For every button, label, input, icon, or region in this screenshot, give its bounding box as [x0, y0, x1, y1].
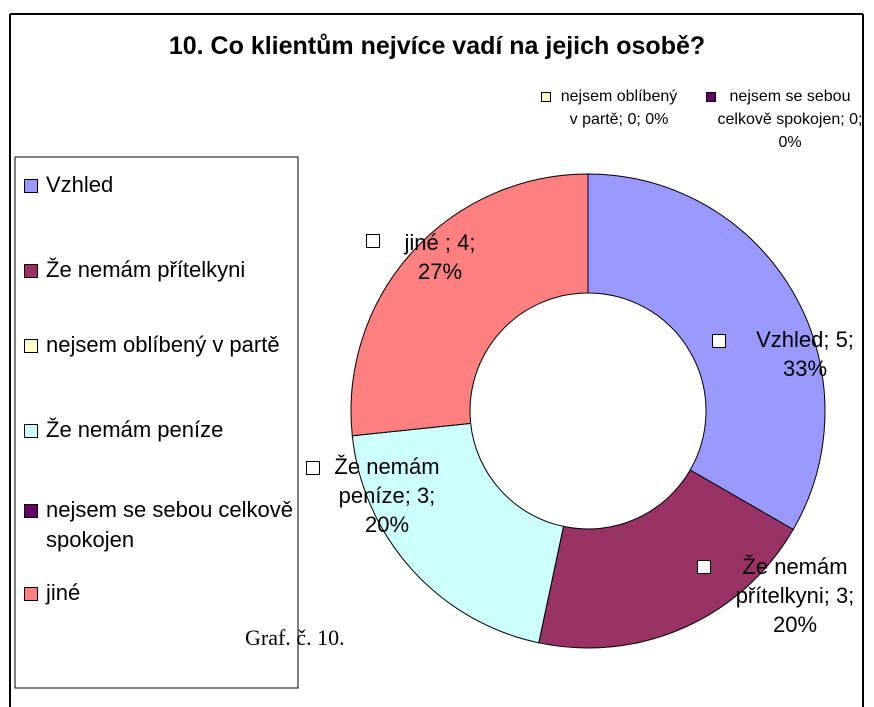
legend-swatch	[24, 339, 38, 353]
legend-item: Že nemám přítelkyni	[24, 255, 316, 285]
data-label-key	[697, 560, 711, 574]
data-label-key	[541, 92, 551, 102]
donut-segment	[538, 469, 794, 649]
data-label-key	[706, 92, 716, 102]
caption: Graf. č. 10.	[245, 625, 345, 650]
legend-swatch	[24, 504, 38, 518]
legend-item: nejsem se sebou celkově spokojen	[24, 495, 316, 555]
data-label: nejsem se sebou celkově spokojen; 0; 0%	[717, 88, 863, 151]
data-label: Že nemám přítelkyni; 3; 20%	[735, 554, 855, 637]
legend-swatch	[24, 179, 38, 193]
data-label: nejsem oblíbený v partě; 0; 0%	[560, 88, 678, 128]
legend-item: jiné	[24, 578, 316, 608]
legend-swatch	[24, 587, 38, 601]
legend-label: Vzhled	[46, 172, 114, 197]
legend-item: nejsem oblíbený v partě	[24, 330, 316, 360]
legend-label: jiné	[46, 580, 81, 605]
legend-swatch	[24, 264, 38, 278]
legend-box	[14, 156, 299, 689]
chart-title: 10. Co klientům nejvíce vadí na jejich o…	[168, 32, 706, 60]
data-label: Vzhled; 5; 33%	[756, 327, 854, 381]
legend-swatch	[24, 424, 38, 438]
donut-segment	[350, 173, 589, 437]
legend-label: Že nemám peníze	[46, 417, 224, 442]
data-label: Že nemám peníze; 3; 20%	[334, 454, 440, 537]
legend-item: Že nemám peníze	[24, 415, 316, 445]
data-label-key	[306, 461, 320, 475]
legend-label: nejsem oblíbený v partě	[46, 332, 280, 357]
donut-segment	[587, 173, 826, 531]
legend-label: nejsem se sebou celkově spokojen	[46, 497, 294, 552]
data-label: jiné ; 4; 27%	[404, 230, 476, 284]
data-label-key	[712, 334, 726, 348]
legend-item: Vzhled	[24, 170, 316, 200]
donut-segment	[351, 422, 565, 644]
legend-label: Že nemám přítelkyni	[46, 257, 246, 282]
data-label-key	[366, 234, 380, 248]
